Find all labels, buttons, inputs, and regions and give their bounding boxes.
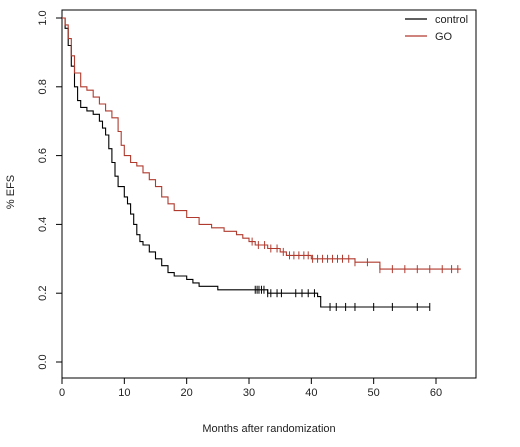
series-line-control: [62, 17, 430, 308]
y-axis-label: % EFS: [5, 175, 17, 209]
y-tick-label: 0.8: [37, 79, 49, 94]
y-tick-label: 0.2: [37, 286, 49, 301]
y-tick-label: 0.6: [37, 148, 49, 163]
x-tick-label: 30: [243, 387, 255, 399]
series-layer: [62, 17, 461, 311]
axes: 0 10 20 30 40 50 60 0.0 0.2 0.4 0.6 0.8 1.0: [37, 9, 477, 399]
x-tick-label: 60: [430, 387, 442, 399]
x-tick-label: 40: [305, 387, 317, 399]
legend: control GO: [405, 14, 468, 43]
x-tick-label: 0: [59, 387, 65, 399]
x-axis-label: Months after randomization: [202, 423, 335, 435]
x-tick-label: 20: [181, 387, 193, 399]
x-tick-label: 10: [118, 387, 130, 399]
legend-label-control: control: [435, 14, 468, 26]
series-line-go: [62, 17, 461, 270]
plot-frame: [61, 9, 477, 379]
legend-label-go: GO: [435, 31, 453, 43]
y-tick-label: 1.0: [37, 10, 49, 25]
x-tick-label: 50: [368, 387, 380, 399]
y-tick-label: 0.4: [37, 217, 49, 232]
y-tick-label: 0.0: [37, 354, 49, 369]
